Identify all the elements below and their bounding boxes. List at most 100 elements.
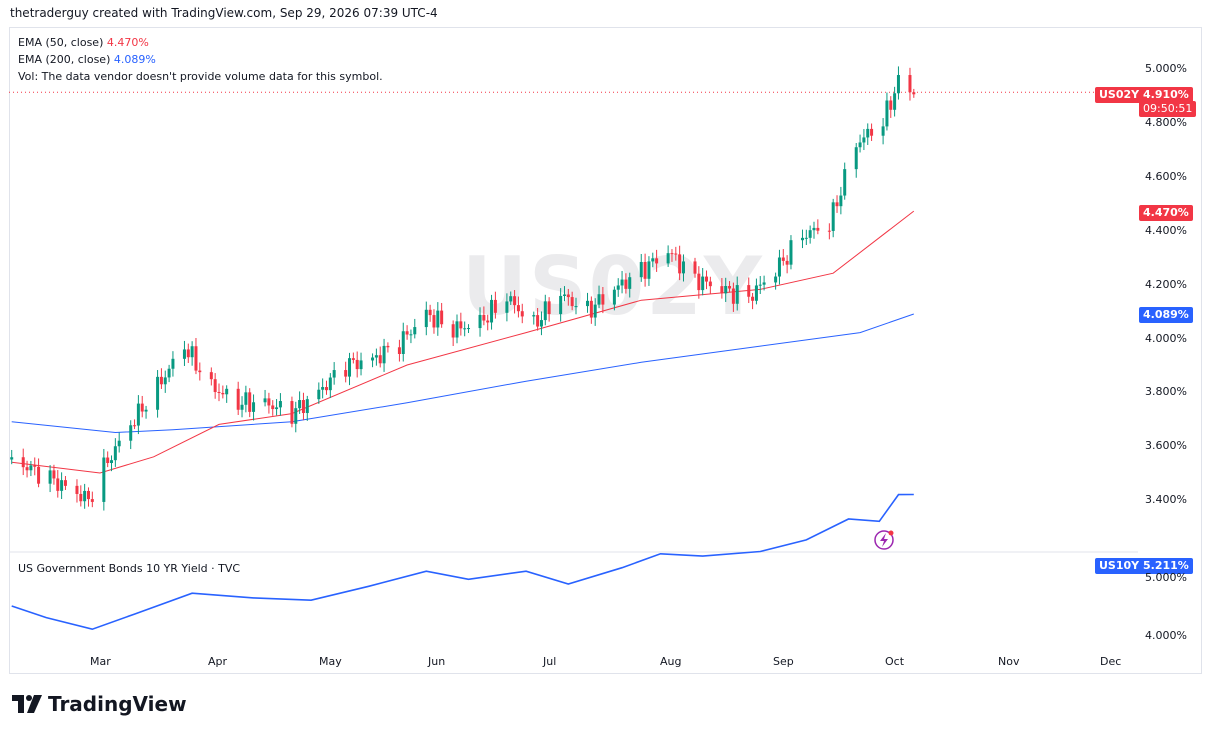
volume-note[interactable]: Vol: The data vendor doesn't provide vol… xyxy=(18,70,383,83)
candle-body xyxy=(136,403,140,426)
candle-body xyxy=(106,457,110,464)
candle-body xyxy=(647,261,651,279)
candle-body xyxy=(113,446,117,461)
ema200-label: EMA (200, close) xyxy=(18,53,111,66)
candle-body xyxy=(213,379,217,393)
candle-body xyxy=(777,257,781,277)
candle-body xyxy=(908,75,912,93)
tradingview-brand[interactable]: TradingView xyxy=(12,692,187,716)
ema50-line xyxy=(11,210,915,474)
ema200-line xyxy=(11,313,914,434)
candle-body xyxy=(428,309,432,316)
candle-body xyxy=(670,253,674,255)
candle-body xyxy=(800,237,804,241)
candle-body xyxy=(194,346,198,371)
candle-body xyxy=(209,372,213,380)
candle-body xyxy=(747,285,751,297)
candle-body xyxy=(198,370,202,373)
candle-body xyxy=(102,457,106,502)
candle-body xyxy=(881,126,885,136)
candle-body xyxy=(374,355,378,358)
candle-body xyxy=(33,465,37,467)
symbol-price-tag: US02Y xyxy=(1095,87,1144,103)
candle-body xyxy=(624,279,628,289)
candle-body xyxy=(601,294,605,305)
candle-body xyxy=(866,128,870,138)
candle-body xyxy=(271,405,275,410)
chart-credit: thetraderguy created with TradingView.co… xyxy=(10,6,438,20)
ema50-value: 4.470% xyxy=(106,36,149,49)
candle-body xyxy=(681,261,685,274)
candle-body xyxy=(674,253,678,255)
candle-body xyxy=(513,296,517,306)
candle-body xyxy=(29,465,33,471)
candle-body xyxy=(60,480,64,491)
y-tick: 3.600% xyxy=(1145,439,1187,452)
ema50-legend[interactable]: EMA (50, close) 4.470% xyxy=(18,36,149,49)
ema200-legend[interactable]: EMA (200, close) 4.089% xyxy=(18,53,156,66)
candle-body xyxy=(808,230,812,238)
bar-countdown-tag: 09:50:51 xyxy=(1139,101,1197,117)
candle-body xyxy=(171,358,175,369)
candle-body xyxy=(628,277,632,289)
x-tick: Jun xyxy=(428,655,446,668)
candle-body xyxy=(48,470,52,484)
candle-body xyxy=(436,310,440,328)
candle-body xyxy=(163,377,167,385)
candle-body xyxy=(37,466,41,484)
candle-body xyxy=(52,470,56,479)
candle-body xyxy=(129,425,133,441)
candle-body xyxy=(140,403,144,412)
candle-body xyxy=(854,147,858,170)
candle-body xyxy=(117,440,121,447)
candle-body xyxy=(275,407,279,410)
x-tick: Dec xyxy=(1100,655,1122,668)
candle-body xyxy=(708,281,712,287)
candle-body xyxy=(401,331,405,354)
us10y-pane-title[interactable]: US Government Bonds 10 YR Yield · TVC xyxy=(18,562,241,575)
candle-body xyxy=(774,276,778,283)
candle-body xyxy=(305,399,309,414)
candle-body xyxy=(612,289,616,305)
candle-body xyxy=(182,349,186,359)
candle-body xyxy=(75,485,79,494)
us10y-symbol-tag: US10Y xyxy=(1095,558,1144,574)
candle-body xyxy=(317,389,321,400)
us10y-y-tick: 5.000% xyxy=(1145,571,1187,584)
brand-name: TradingView xyxy=(48,692,187,716)
candle-body xyxy=(133,425,137,427)
candle-body xyxy=(451,324,455,338)
lightning-alert-icon xyxy=(874,530,894,550)
candle-body xyxy=(482,314,486,321)
candle-body xyxy=(893,93,897,110)
candle-body xyxy=(735,285,739,304)
candle-body xyxy=(816,227,820,231)
tradingview-logo-icon xyxy=(12,695,42,713)
candle-body xyxy=(432,315,436,328)
candle-body xyxy=(56,478,60,491)
candle-body xyxy=(321,387,325,390)
candle-body xyxy=(490,299,494,323)
y-tick: 4.200% xyxy=(1145,278,1187,291)
us10y-last-tag: 5.211% xyxy=(1139,558,1193,574)
candle-body xyxy=(705,276,709,282)
candle-body xyxy=(839,195,843,207)
candle-body xyxy=(301,400,305,414)
candle-body xyxy=(355,359,359,370)
x-tick: Mar xyxy=(90,655,111,668)
candle-body xyxy=(79,493,83,502)
candle-body xyxy=(278,401,282,408)
candle-body xyxy=(463,328,467,330)
candle-body xyxy=(889,100,893,110)
candle-body xyxy=(159,376,163,385)
candle-body xyxy=(728,286,732,289)
candle-body xyxy=(63,480,67,486)
candle-body xyxy=(386,345,390,348)
candle-body xyxy=(405,331,409,335)
candle-body xyxy=(190,346,194,358)
candle-body xyxy=(298,400,302,409)
candle-body xyxy=(835,202,839,207)
us10y-y-tick: 4.000% xyxy=(1145,629,1187,642)
candle-body xyxy=(267,398,271,406)
